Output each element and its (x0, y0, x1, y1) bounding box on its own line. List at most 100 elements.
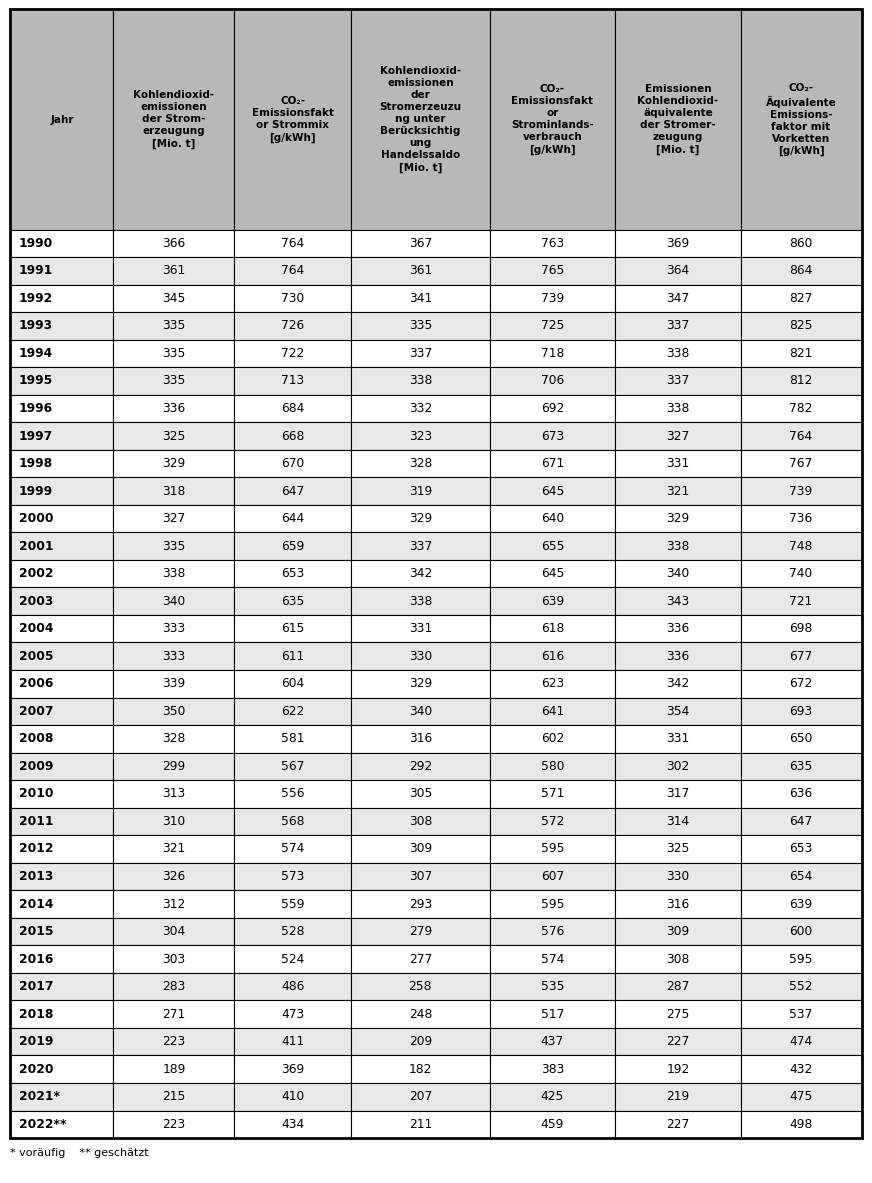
Bar (615, 1111, 740, 1138)
Text: 782: 782 (789, 402, 813, 415)
Text: 2002: 2002 (18, 567, 53, 580)
Bar (351, 615, 490, 642)
Bar (10, 395, 113, 422)
Bar (113, 505, 235, 532)
Bar (351, 780, 490, 808)
Text: 535: 535 (541, 981, 564, 993)
Bar (490, 9, 615, 230)
Bar (235, 285, 351, 312)
Bar (10, 367, 113, 395)
Bar (10, 698, 113, 725)
Bar (235, 945, 351, 972)
Bar (740, 945, 862, 972)
Text: 2016: 2016 (18, 952, 53, 965)
Bar (235, 615, 351, 642)
Text: 227: 227 (666, 1035, 690, 1048)
Text: 574: 574 (281, 842, 304, 855)
Text: 330: 330 (666, 870, 690, 883)
Text: 821: 821 (789, 347, 813, 360)
Bar (615, 395, 740, 422)
Bar (351, 285, 490, 312)
Text: 486: 486 (281, 981, 304, 993)
Bar (235, 257, 351, 285)
Text: 293: 293 (409, 898, 432, 911)
Text: 636: 636 (789, 788, 813, 801)
Bar (615, 285, 740, 312)
Bar (490, 312, 615, 340)
Bar (235, 698, 351, 725)
Bar (615, 752, 740, 780)
Text: 207: 207 (409, 1091, 432, 1104)
Bar (351, 1055, 490, 1082)
Text: 567: 567 (281, 759, 304, 772)
Text: 319: 319 (409, 485, 432, 498)
Bar (10, 1055, 113, 1082)
Text: 615: 615 (281, 622, 304, 635)
Text: 765: 765 (541, 264, 564, 277)
Bar (10, 422, 113, 450)
Bar (740, 1055, 862, 1082)
Bar (113, 945, 235, 972)
Bar (351, 367, 490, 395)
Bar (10, 285, 113, 312)
Bar (490, 257, 615, 285)
Text: 600: 600 (789, 925, 813, 938)
Bar (490, 450, 615, 477)
Text: 517: 517 (541, 1008, 564, 1021)
Text: 337: 337 (666, 375, 690, 388)
Text: 580: 580 (541, 759, 564, 772)
Text: 335: 335 (409, 319, 432, 332)
Bar (615, 972, 740, 1001)
Bar (615, 532, 740, 560)
Text: 189: 189 (162, 1062, 186, 1075)
Text: 677: 677 (789, 649, 813, 662)
Bar (235, 1082, 351, 1111)
Text: 528: 528 (281, 925, 304, 938)
Text: 328: 328 (162, 732, 186, 745)
Text: 1992: 1992 (18, 292, 53, 305)
Text: 314: 314 (666, 815, 690, 828)
Text: 336: 336 (666, 622, 690, 635)
Bar (615, 808, 740, 835)
Text: 740: 740 (789, 567, 813, 580)
Bar (615, 1001, 740, 1028)
Text: 2018: 2018 (18, 1008, 53, 1021)
Bar (351, 230, 490, 257)
Bar (113, 1028, 235, 1055)
Bar (740, 835, 862, 862)
Text: 459: 459 (541, 1118, 564, 1131)
Text: 364: 364 (666, 264, 690, 277)
Text: 706: 706 (541, 375, 564, 388)
Bar (235, 1001, 351, 1028)
Text: 335: 335 (162, 347, 186, 360)
Bar (740, 1001, 862, 1028)
Bar (351, 945, 490, 972)
Text: 730: 730 (281, 292, 304, 305)
Text: 595: 595 (541, 898, 564, 911)
Bar (235, 505, 351, 532)
Text: 537: 537 (789, 1008, 813, 1021)
Bar (351, 642, 490, 670)
Bar (490, 560, 615, 588)
Bar (113, 9, 235, 230)
Bar (490, 725, 615, 752)
Bar (113, 698, 235, 725)
Text: 1999: 1999 (18, 485, 53, 498)
Bar (10, 9, 113, 230)
Text: 860: 860 (789, 237, 813, 250)
Bar (490, 505, 615, 532)
Bar (740, 642, 862, 670)
Text: 336: 336 (666, 649, 690, 662)
Text: 2009: 2009 (18, 759, 53, 772)
Bar (615, 780, 740, 808)
Bar (490, 972, 615, 1001)
Bar (490, 588, 615, 615)
Text: 763: 763 (541, 237, 564, 250)
Bar (235, 891, 351, 918)
Text: 568: 568 (281, 815, 304, 828)
Text: 338: 338 (162, 567, 186, 580)
Text: 432: 432 (789, 1062, 813, 1075)
Text: 335: 335 (162, 375, 186, 388)
Bar (740, 257, 862, 285)
Text: 552: 552 (789, 981, 813, 993)
